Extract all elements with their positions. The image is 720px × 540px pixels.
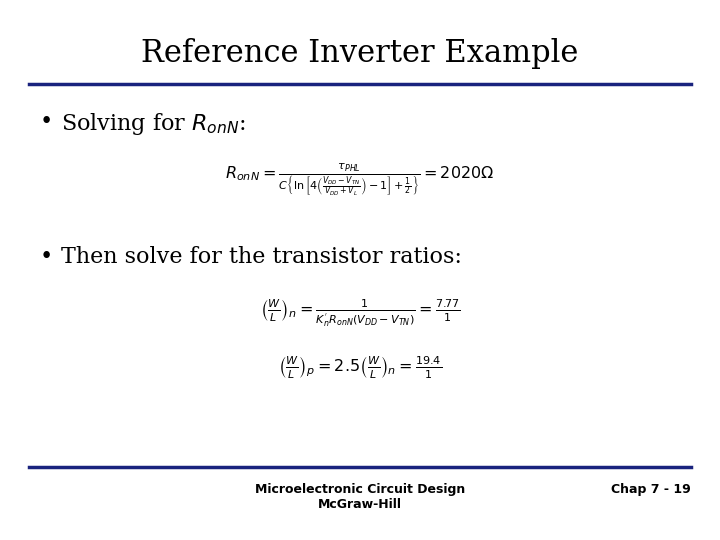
Text: Chap 7 - 19: Chap 7 - 19 [611,483,691,496]
Text: $\left(\frac{W}{L}\right)_p = 2.5\left(\frac{W}{L}\right)_n = \frac{19.4}{1}$: $\left(\frac{W}{L}\right)_p = 2.5\left(\… [278,354,442,380]
Text: $R_{onN} = \frac{\tau_{PHL}}{C\left\{\ln\left[4\left(\frac{V_{DD}-V_{TN}}{V_{DD}: $R_{onN} = \frac{\tau_{PHL}}{C\left\{\ln… [225,162,495,198]
Text: •: • [40,246,53,268]
Text: Microelectronic Circuit Design
McGraw-Hill: Microelectronic Circuit Design McGraw-Hi… [255,483,465,511]
Text: $\left(\frac{W}{L}\right)_n = \frac{1}{K_n^{'}R_{onN}(V_{DD}-V_{TN})} = \frac{7.: $\left(\frac{W}{L}\right)_n = \frac{1}{K… [259,297,461,329]
Text: Then solve for the transistor ratios:: Then solve for the transistor ratios: [61,246,462,268]
Text: •: • [40,111,53,133]
Text: Solving for $R_{onN}$:: Solving for $R_{onN}$: [61,111,246,137]
Text: Reference Inverter Example: Reference Inverter Example [141,38,579,69]
